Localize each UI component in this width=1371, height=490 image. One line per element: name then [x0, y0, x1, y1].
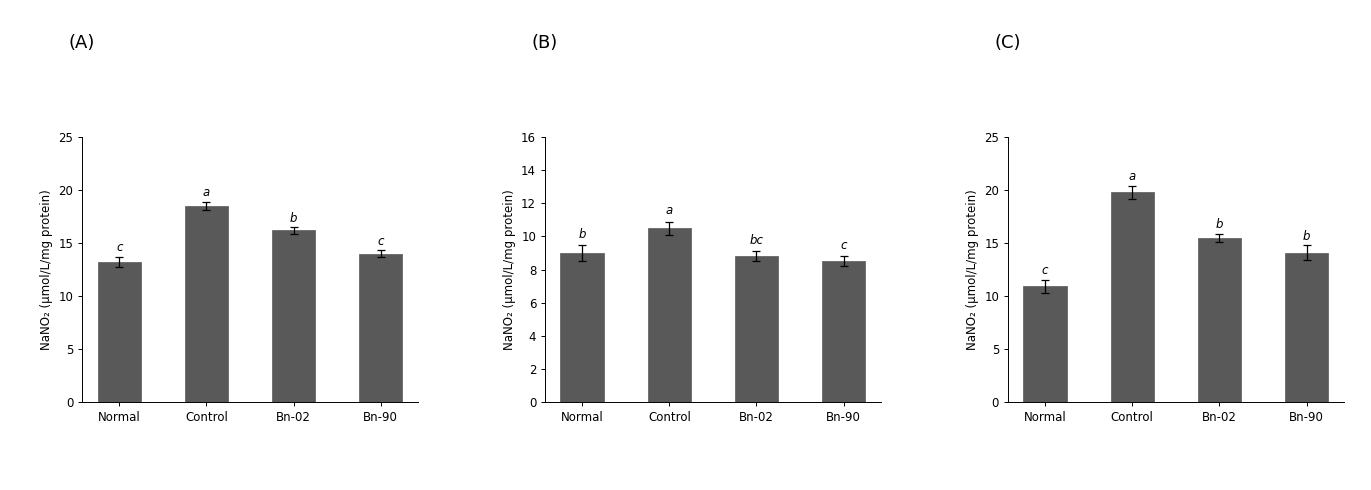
Bar — [561, 253, 605, 402]
Text: c: c — [117, 241, 122, 254]
Bar — [1198, 238, 1241, 402]
Text: a: a — [203, 186, 210, 199]
Text: c: c — [1042, 265, 1049, 277]
Bar — [821, 261, 865, 402]
Text: c: c — [377, 235, 384, 248]
Text: b: b — [1302, 229, 1311, 243]
Text: a: a — [1128, 170, 1137, 183]
Bar — [1023, 287, 1067, 402]
Text: (B): (B) — [532, 34, 558, 52]
Bar — [735, 256, 779, 402]
Bar — [1285, 252, 1328, 402]
Text: b: b — [1216, 218, 1223, 231]
Text: bc: bc — [750, 234, 764, 247]
Y-axis label: NaNO₂ (μmol/L/mg protein): NaNO₂ (μmol/L/mg protein) — [965, 189, 979, 350]
Bar — [271, 230, 315, 402]
Y-axis label: NaNO₂ (μmol/L/mg protein): NaNO₂ (μmol/L/mg protein) — [40, 189, 53, 350]
Text: b: b — [289, 212, 298, 224]
Bar — [97, 262, 141, 402]
Text: (C): (C) — [994, 34, 1021, 52]
Text: b: b — [579, 227, 585, 241]
Bar — [359, 254, 403, 402]
Text: (A): (A) — [69, 34, 95, 52]
Y-axis label: NaNO₂ (μmol/L/mg protein): NaNO₂ (μmol/L/mg protein) — [503, 189, 515, 350]
Bar — [185, 206, 228, 402]
Text: c: c — [840, 239, 847, 252]
Text: a: a — [666, 204, 673, 218]
Bar — [647, 228, 691, 402]
Bar — [1111, 192, 1154, 402]
